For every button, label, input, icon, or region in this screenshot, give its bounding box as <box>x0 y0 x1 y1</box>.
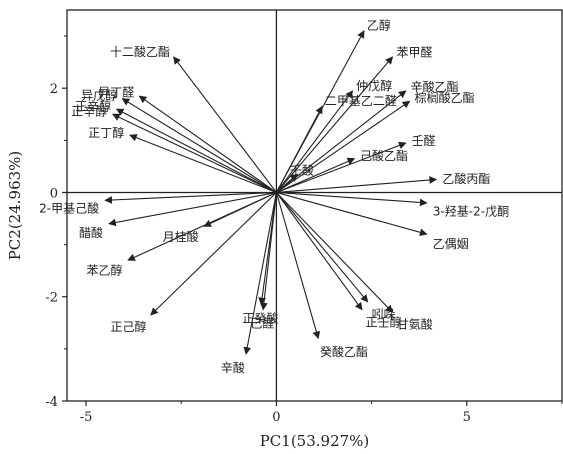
loading-vector <box>276 173 298 193</box>
vector-label: 己醛 <box>250 316 274 331</box>
vector-label: 月桂酸 <box>163 229 199 244</box>
x-axis-title: PC1(53.927%) <box>260 432 370 450</box>
vector-label: 正丁醇 <box>88 125 124 140</box>
loading-vector <box>275 192 363 311</box>
vector-label: 癸酸乙酯 <box>320 344 368 359</box>
vector-label: 正辛醇 <box>71 104 107 119</box>
loading-vector <box>260 192 277 311</box>
loading-vector <box>276 100 411 193</box>
vector-label: 苯乙醇 <box>86 263 122 278</box>
vector-label: 异戊醇 <box>81 88 117 103</box>
vector-label: 二甲基乙二醛 <box>325 93 397 108</box>
loading-vector <box>150 192 277 316</box>
vector-label: 壬醛 <box>411 133 435 148</box>
vector-label: 3-羟基-2-戊酮 <box>433 203 509 218</box>
vector-label: 乙酸丙酯 <box>442 171 490 186</box>
vector-label: 吲哚 <box>372 308 396 322</box>
y-tick-label: -2 <box>45 291 58 306</box>
vector-label: 乙偶姻 <box>433 236 469 251</box>
vector-label: 辛酸乙酯 <box>411 79 459 94</box>
loading-vector <box>275 192 321 340</box>
loading-vector <box>276 141 407 193</box>
y-axis-title: PC2(24.963%) <box>6 151 24 261</box>
vector-label: 异丁醛 <box>98 85 134 100</box>
loading-vector <box>276 90 407 193</box>
loading-vector <box>276 191 428 237</box>
vector-label: 正癸酸 <box>242 310 278 325</box>
loading-vector <box>173 56 277 193</box>
loading-vector <box>276 176 438 194</box>
x-tick-label: -5 <box>80 410 93 425</box>
vector-label: 甘氨酸 <box>397 317 433 332</box>
loading-vector <box>121 98 277 193</box>
loading-vector <box>111 113 277 193</box>
vector-label: 乙醇 <box>367 18 391 33</box>
vector-label: 十二酸乙酯 <box>110 44 170 59</box>
loading-vector <box>276 157 356 193</box>
x-tick-label: 5 <box>463 410 471 425</box>
loading-vector <box>275 105 323 193</box>
loading-vector <box>276 191 428 207</box>
loading-vector <box>275 90 354 193</box>
vector-label: 2-甲基己酸 <box>39 201 99 216</box>
vector-label: 己酸乙酯 <box>360 148 408 163</box>
vector-label: 正壬醇 <box>366 315 402 330</box>
vector-label: 棕榈酸乙酯 <box>415 90 475 105</box>
y-tick-label: 0 <box>50 186 58 201</box>
loading-vector <box>276 192 369 303</box>
vector-label: 壬酸 <box>290 162 314 177</box>
loading-vector <box>104 191 277 204</box>
y-tick-label: 2 <box>50 82 58 97</box>
loading-vector <box>276 56 394 193</box>
loading-vector <box>203 191 277 227</box>
vector-label: 苯甲醛 <box>396 44 432 59</box>
loading-vector <box>138 95 277 193</box>
vector-label: 辛酸 <box>221 360 245 375</box>
loading-vector <box>115 108 277 193</box>
vector-label: 正辛醇 <box>75 98 111 113</box>
vector-label: 正己醇 <box>110 319 146 334</box>
x-tick-label: 0 <box>272 410 280 425</box>
vector-label: 仲戊醇 <box>356 78 392 93</box>
loading-vector <box>243 192 277 355</box>
plot-frame <box>66 9 563 402</box>
vector-label: 醋酸 <box>79 225 103 240</box>
loading-vector <box>276 192 394 313</box>
loading-vector <box>129 134 277 193</box>
loading-vector <box>108 191 277 227</box>
y-tick-label: -4 <box>45 395 58 410</box>
